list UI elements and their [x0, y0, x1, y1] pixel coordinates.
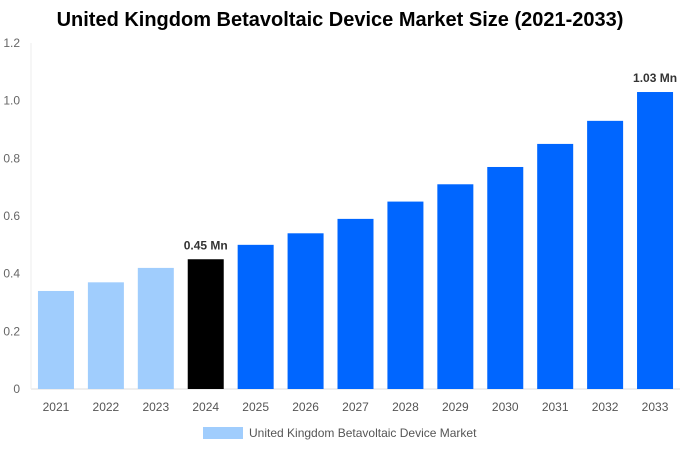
y-tick-label: 1.2: [3, 36, 20, 50]
bar-2026: [287, 233, 324, 389]
x-tick-label: 2023: [142, 400, 169, 414]
bar-2024: [187, 259, 224, 389]
bar-2033: [637, 92, 674, 390]
y-tick-label: 0.8: [3, 151, 20, 165]
bar-2029: [437, 184, 474, 389]
bar-2025: [237, 244, 274, 389]
y-tick-label: 1.0: [3, 94, 20, 108]
bar-2032: [587, 120, 624, 389]
x-tick-label: 2029: [442, 400, 469, 414]
bar-2021: [37, 290, 74, 389]
chart-title: United Kingdom Betavoltaic Device Market…: [56, 9, 624, 31]
x-tick-label: 2021: [43, 400, 70, 414]
bar-2031: [537, 143, 574, 389]
x-tick-label: 2027: [342, 400, 369, 414]
x-tick-label: 2032: [592, 400, 619, 414]
legend-swatch: [203, 427, 243, 439]
x-tick-label: 2033: [642, 400, 669, 414]
legend: United Kingdom Betavoltaic Device Market: [203, 426, 476, 440]
bar-2027: [337, 218, 374, 389]
bar-2028: [387, 201, 424, 389]
legend-label: United Kingdom Betavoltaic Device Market: [249, 426, 477, 440]
x-tick-label: 2030: [492, 400, 519, 414]
x-tick-label: 2031: [542, 400, 569, 414]
y-tick-label: 0.2: [3, 324, 20, 338]
x-tick-label: 2028: [392, 400, 419, 414]
y-tick-label: 0.4: [3, 267, 20, 281]
y-tick-label: 0: [13, 382, 20, 396]
bar-2022: [87, 282, 124, 389]
x-tick-label: 2025: [242, 400, 269, 414]
bar-2023: [137, 267, 174, 389]
data-label-2024: 0.45 Mn: [184, 238, 228, 252]
x-tick-label: 2024: [192, 400, 219, 414]
x-tick-label: 2022: [93, 400, 120, 414]
bar-2030: [487, 166, 524, 389]
data-label-2033: 1.03 Mn: [633, 71, 677, 85]
y-tick-label: 0.6: [3, 209, 20, 223]
x-tick-label: 2026: [292, 400, 319, 414]
